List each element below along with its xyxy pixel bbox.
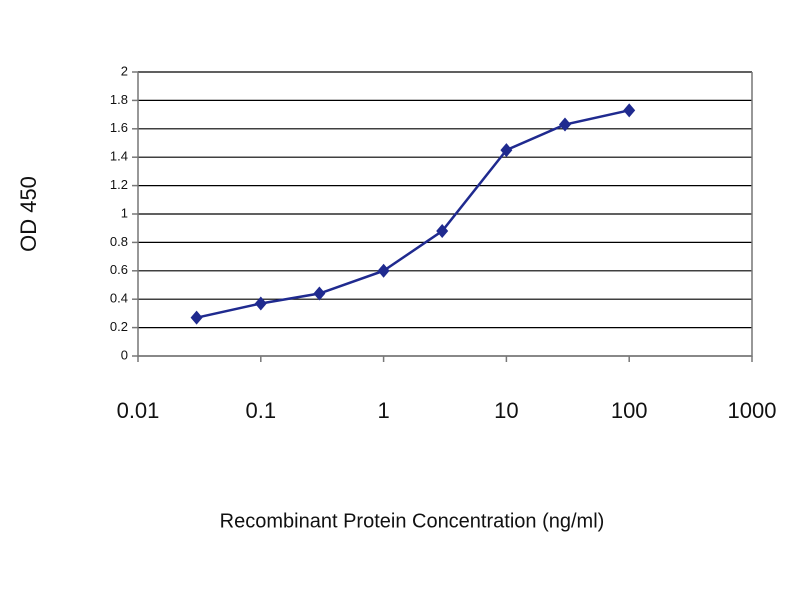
x-tick-label: 100 xyxy=(611,398,648,423)
y-tick-label: 0.4 xyxy=(110,291,128,306)
x-tick-label: 0.1 xyxy=(246,398,277,423)
data-point xyxy=(436,224,449,239)
data-line xyxy=(196,109,630,319)
y-tick-label: 1.6 xyxy=(110,120,128,135)
x-tick-label: 10 xyxy=(494,398,518,423)
y-tick-label: 1.2 xyxy=(110,177,128,192)
x-tick-label: 1000 xyxy=(728,398,777,423)
data-point xyxy=(377,263,390,278)
data-point xyxy=(190,310,203,325)
x-tick-label: 0.01 xyxy=(117,398,160,423)
y-tick-label: 1 xyxy=(121,205,128,220)
y-tick-label: 1.8 xyxy=(110,92,128,107)
data-point xyxy=(313,286,326,301)
data-point xyxy=(558,117,571,132)
y-tick-label: 0.8 xyxy=(110,234,128,249)
y-tick-label: 0.2 xyxy=(110,319,128,334)
y-tick-label: 0 xyxy=(121,347,128,362)
y-tick-label: 2 xyxy=(121,63,128,78)
y-tick-label: 0.6 xyxy=(110,262,128,277)
x-axis-label: Recombinant Protein Concentration (ng/ml… xyxy=(220,510,605,532)
y-axis-label: OD 450 xyxy=(16,176,41,252)
data-point xyxy=(623,103,636,118)
data-point xyxy=(500,143,513,158)
plot-frame xyxy=(137,72,753,357)
y-tick-label: 1.4 xyxy=(110,149,128,164)
x-tick-label: 1 xyxy=(377,398,389,423)
data-point xyxy=(254,296,267,311)
